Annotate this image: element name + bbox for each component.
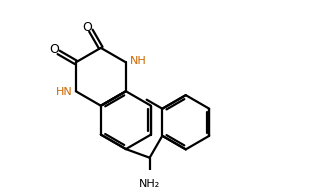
- Text: O: O: [49, 43, 59, 56]
- Text: NH₂: NH₂: [139, 179, 160, 188]
- Text: HN: HN: [55, 87, 72, 97]
- Text: NH: NH: [129, 56, 146, 66]
- Text: O: O: [82, 21, 92, 34]
